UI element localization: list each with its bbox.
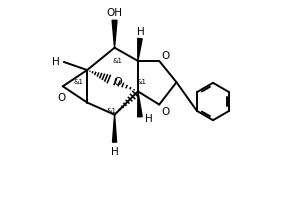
Polygon shape bbox=[138, 39, 142, 62]
Polygon shape bbox=[113, 115, 117, 142]
Text: &1: &1 bbox=[137, 78, 147, 84]
Text: H: H bbox=[137, 27, 145, 37]
Text: H: H bbox=[111, 146, 118, 156]
Text: &1: &1 bbox=[73, 78, 83, 84]
Text: &1: &1 bbox=[112, 58, 122, 64]
Polygon shape bbox=[138, 92, 142, 117]
Text: O: O bbox=[161, 50, 170, 60]
Text: O: O bbox=[113, 76, 122, 86]
Text: &1: &1 bbox=[107, 107, 117, 113]
Text: O: O bbox=[58, 93, 66, 102]
Text: H: H bbox=[145, 114, 153, 124]
Text: O: O bbox=[161, 106, 170, 116]
Polygon shape bbox=[112, 21, 117, 48]
Text: OH: OH bbox=[107, 8, 123, 18]
Text: H: H bbox=[52, 57, 60, 67]
